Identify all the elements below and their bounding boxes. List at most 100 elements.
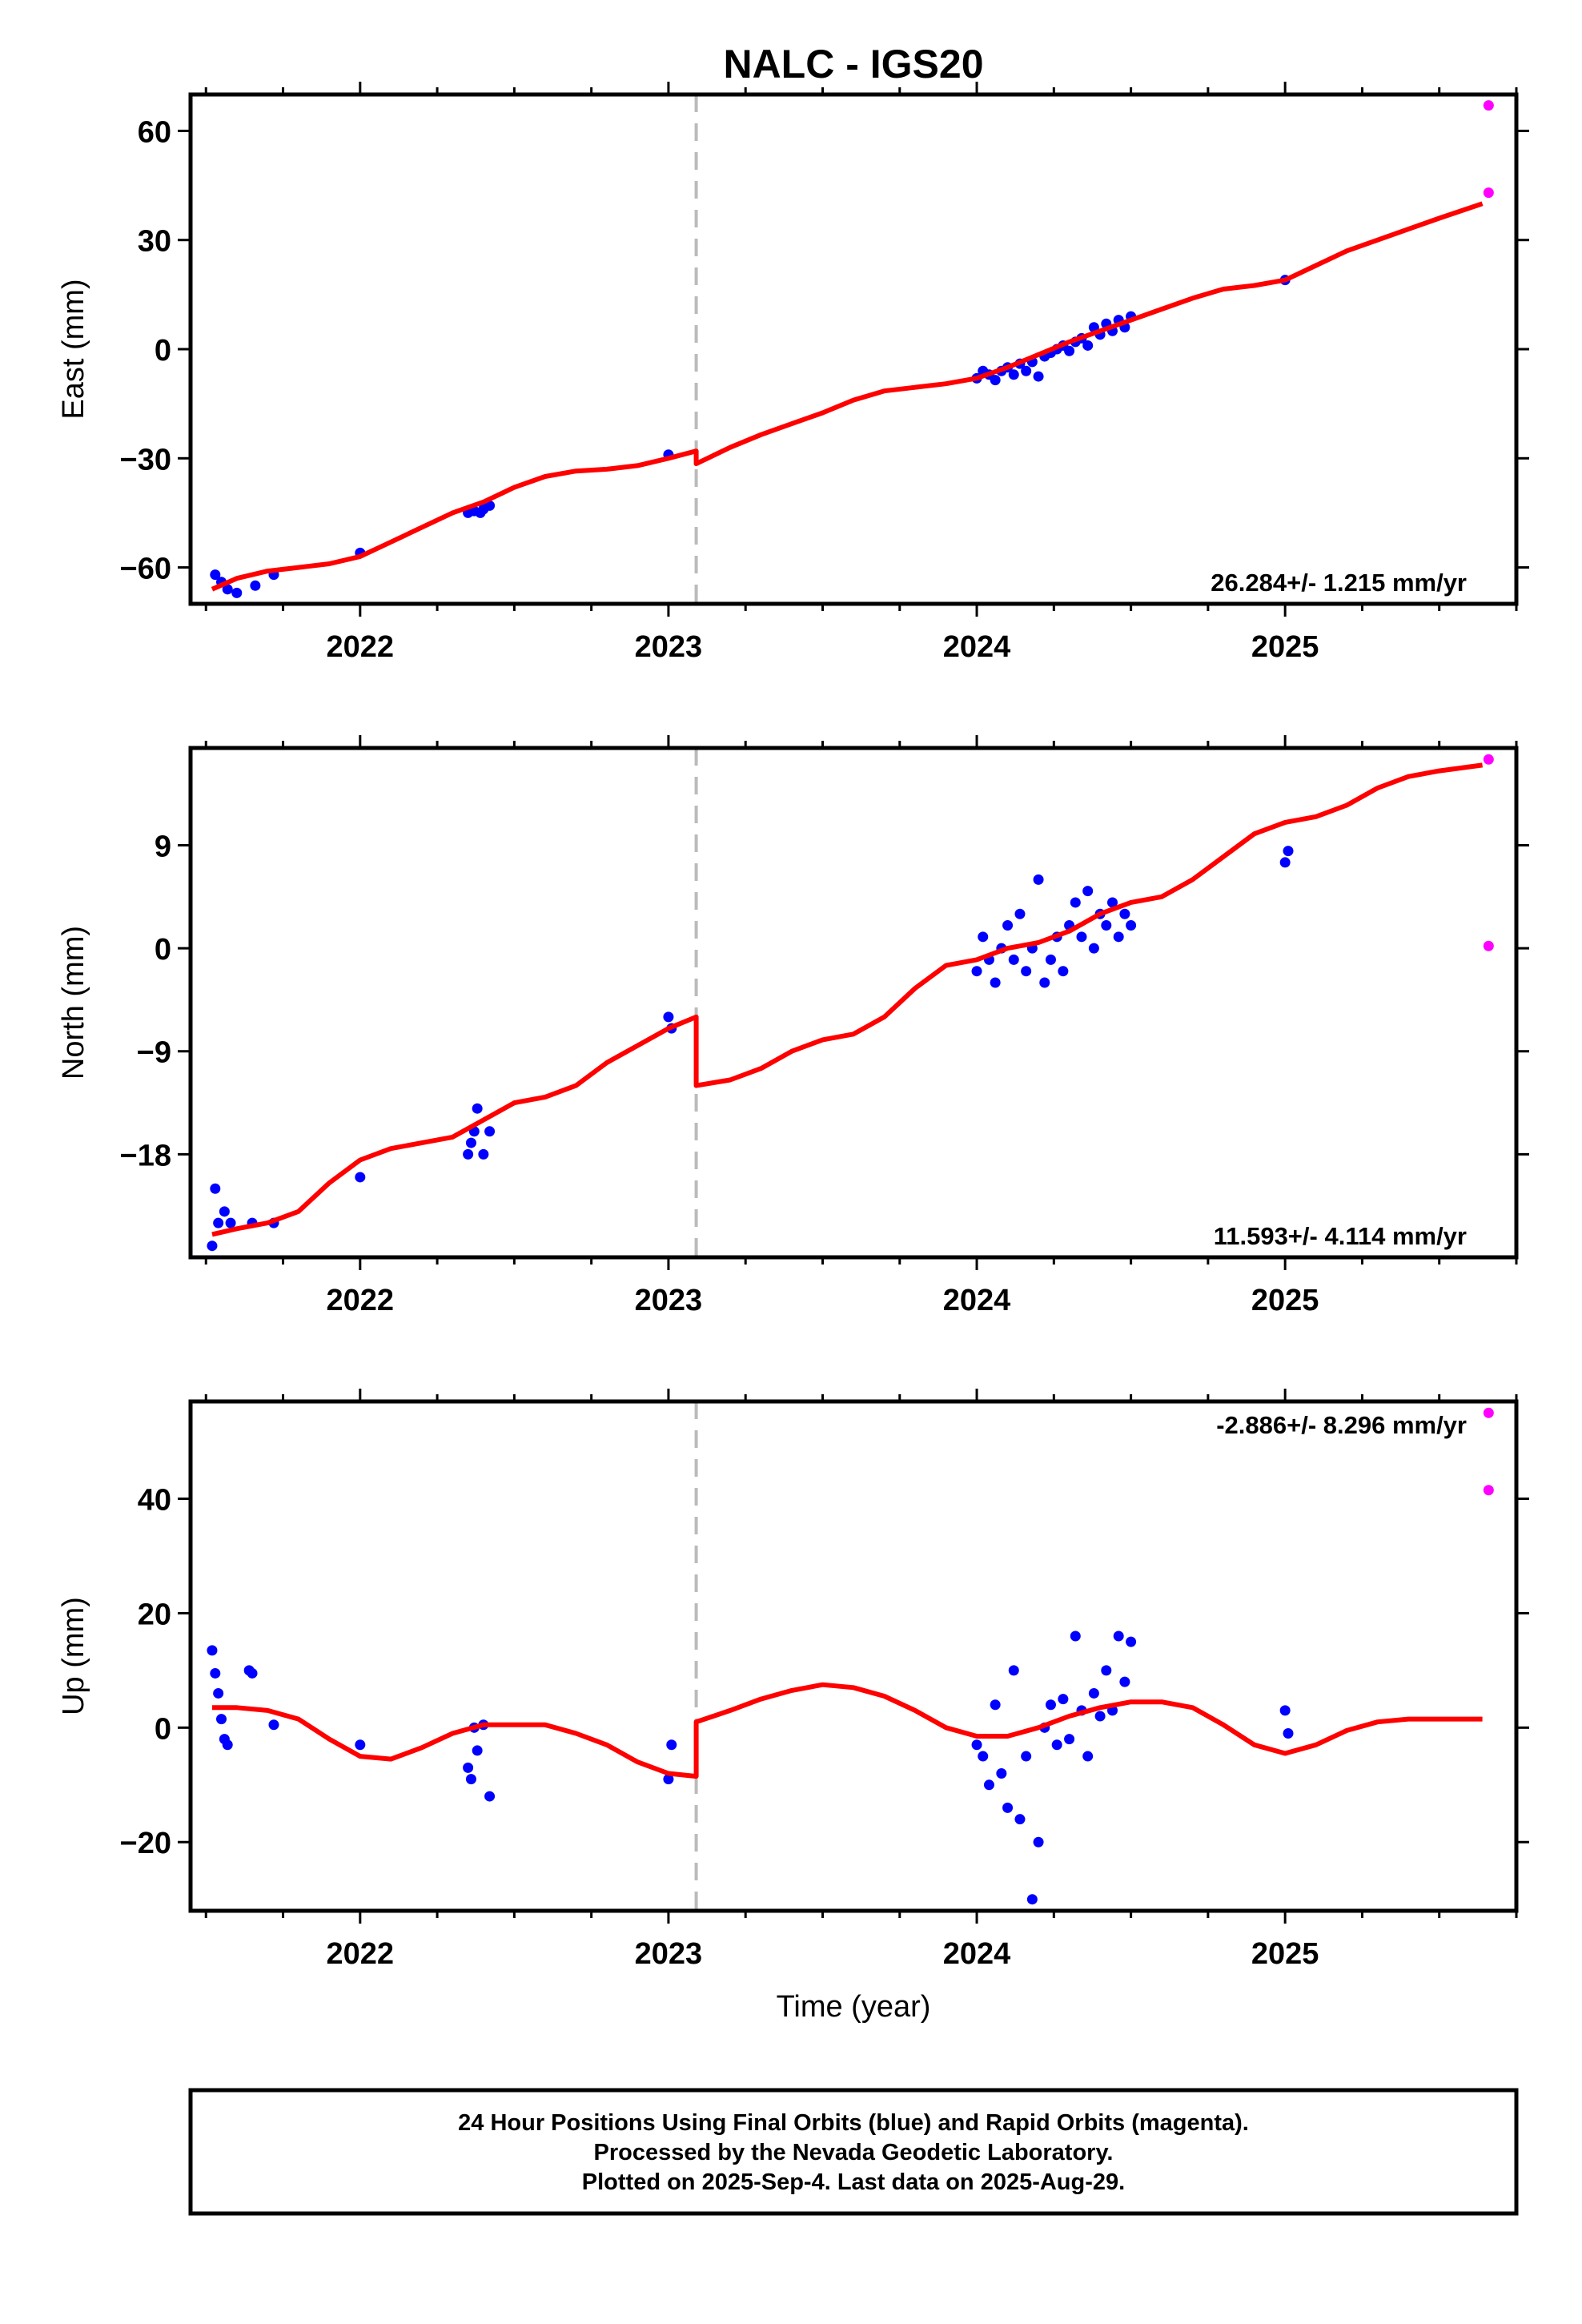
up-xaxis-label: Time (year) (777, 1990, 931, 2024)
up-final-orbit-point (1101, 1665, 1112, 1676)
up-axis-label: Up (mm) (57, 1597, 90, 1715)
north-ytick-label: −18 (120, 1139, 171, 1172)
up-final-orbit-point (971, 1739, 982, 1751)
up-final-orbit-point (463, 1762, 474, 1773)
north-final-orbit-point (472, 1103, 483, 1114)
north-ytick-label: 0 (155, 933, 171, 967)
north-final-orbit-point (207, 1240, 218, 1252)
north-final-orbit-point (210, 1183, 221, 1194)
north-rapid-orbit-point (1483, 754, 1494, 765)
east-final-orbit-point (231, 587, 243, 598)
east-ytick-label: −60 (120, 553, 171, 586)
east-panel: −60 −30 0 30 60 2022 2023 2024 2025 East (mm) 26.2… (57, 82, 1529, 664)
up-final-orbit-point (1033, 1836, 1044, 1848)
up-final-orbit-point (990, 1699, 1001, 1711)
east-final-orbit-point (210, 569, 221, 581)
up-final-orbit-point (1058, 1694, 1069, 1705)
up-xtick-label: 2022 (327, 1937, 395, 1971)
up-ytick-label: 0 (155, 1712, 171, 1746)
footer-line-3: Plotted on 2025-Sep-4. Last data on 2025… (582, 2169, 1125, 2195)
east-model-curve (211, 201, 1484, 592)
up-final-orbit-point (213, 1687, 224, 1699)
north-final-orbit-point (971, 966, 982, 977)
up-final-orbit-point (1026, 1894, 1038, 1905)
north-final-orbit-point (478, 1148, 489, 1160)
up-final-orbit-point (472, 1745, 483, 1756)
up-final-orbit-point (1094, 1711, 1106, 1722)
north-final-orbit-point (484, 1126, 496, 1137)
north-final-orbit-point (1070, 897, 1081, 908)
up-final-orbit-point (1113, 1630, 1124, 1642)
up-ytick-label: 40 (138, 1483, 171, 1517)
up-final-orbit-point (1283, 1727, 1294, 1739)
up-final-orbit-point (1119, 1676, 1130, 1687)
up-final-orbit-point (1064, 1734, 1075, 1745)
north-final-orbit-point (465, 1137, 476, 1148)
north-rapid-orbit-point (1483, 940, 1494, 951)
up-final-orbit-point (1014, 1814, 1026, 1825)
up-final-orbit-point (1051, 1739, 1062, 1751)
east-final-orbit-point (1064, 345, 1075, 356)
up-final-orbit-point (484, 1791, 496, 1802)
east-final-orbit-point (222, 584, 233, 595)
north-final-orbit-point (1126, 920, 1137, 931)
east-final-orbit-point (1021, 365, 1032, 376)
up-final-orbit-point (355, 1739, 366, 1751)
north-xtick-label: 2022 (327, 1284, 395, 1317)
east-ytick-label: −30 (120, 443, 171, 476)
north-final-orbit-point (978, 931, 989, 943)
east-ytick-label: 0 (155, 334, 171, 368)
north-final-orbit-point (355, 1172, 366, 1183)
north-final-orbit-point (1021, 966, 1032, 977)
east-ytick-label: 60 (138, 115, 171, 149)
north-final-orbit-point (1283, 846, 1294, 857)
north-final-orbit-point (990, 977, 1001, 988)
north-final-orbit-point (1113, 931, 1124, 943)
up-final-orbit-point (1070, 1630, 1081, 1642)
up-final-orbit-point (1126, 1636, 1137, 1647)
up-final-orbit-point (996, 1767, 1007, 1779)
up-xtick-label: 2023 (635, 1937, 703, 1971)
up-final-orbit-point (268, 1719, 279, 1731)
up-final-orbit-point (1008, 1665, 1019, 1676)
up-final-orbit-point (663, 1774, 674, 1785)
north-final-orbit-point (1279, 857, 1291, 868)
north-ytick-label: −9 (137, 1036, 171, 1070)
up-final-orbit-point (1045, 1699, 1056, 1711)
footer-box: 24 Hour Positions Using Final Orbits (bl… (188, 2088, 1519, 2216)
east-final-orbit-point (1008, 369, 1019, 380)
up-final-orbit-point (247, 1667, 258, 1679)
up-final-orbit-point (1082, 1751, 1094, 1762)
east-xtick-label: 2022 (327, 630, 395, 664)
up-final-orbit-point (1021, 1751, 1032, 1762)
up-final-orbit-point (1088, 1687, 1099, 1699)
north-final-orbit-point (1039, 977, 1050, 988)
east-xtick-label: 2023 (635, 630, 703, 664)
east-final-orbit-point (1033, 371, 1044, 382)
up-final-orbit-point (1279, 1705, 1291, 1716)
north-final-orbit-point (1058, 966, 1069, 977)
east-final-orbit-point (484, 500, 496, 511)
up-final-orbit-point (1002, 1802, 1014, 1813)
north-final-orbit-point (1082, 886, 1094, 897)
up-plot-frame (188, 1399, 1519, 1913)
up-final-orbit-point (216, 1714, 227, 1725)
footer-line-1: 24 Hour Positions Using Final Orbits (bl… (458, 2110, 1249, 2136)
north-final-orbit-point (1014, 908, 1026, 919)
east-plot-frame (188, 92, 1519, 606)
north-final-orbit-point (1088, 943, 1099, 954)
north-rate-label: 11.593+/- 4.114 mm/yr (1214, 1222, 1467, 1250)
figure-title: NALC - IGS20 (723, 42, 983, 86)
east-rapid-orbit-point (1483, 100, 1494, 111)
north-final-orbit-point (1101, 920, 1112, 931)
east-rapid-orbit-point (1483, 187, 1494, 199)
footer-frame (188, 2088, 1519, 2216)
up-rapid-orbit-point (1483, 1485, 1494, 1496)
up-ytick-label: −20 (120, 1827, 171, 1860)
up-rate-label: -2.886+/- 8.296 mm/yr (1216, 1411, 1467, 1439)
north-final-orbit-point (1076, 931, 1087, 943)
east-xtick-label: 2025 (1251, 630, 1319, 664)
north-xtick-label: 2024 (943, 1284, 1011, 1317)
up-final-orbit-point (978, 1751, 989, 1762)
